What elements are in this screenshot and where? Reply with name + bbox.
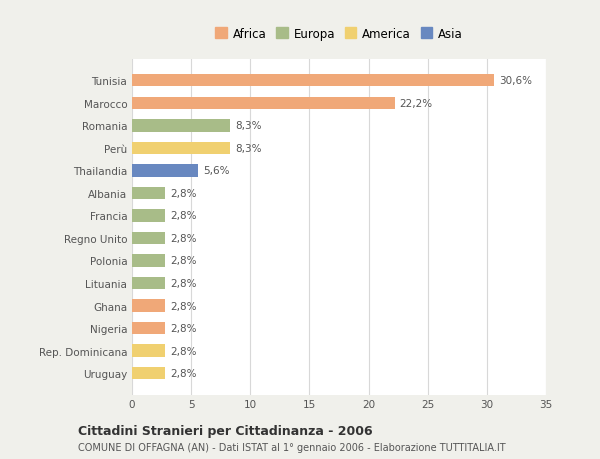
Text: COMUNE DI OFFAGNA (AN) - Dati ISTAT al 1° gennaio 2006 - Elaborazione TUTTITALIA: COMUNE DI OFFAGNA (AN) - Dati ISTAT al 1… xyxy=(78,442,506,452)
Text: 8,3%: 8,3% xyxy=(235,121,262,131)
Text: Cittadini Stranieri per Cittadinanza - 2006: Cittadini Stranieri per Cittadinanza - 2… xyxy=(78,424,373,437)
Text: 2,8%: 2,8% xyxy=(170,346,196,356)
Bar xyxy=(132,322,165,335)
Bar xyxy=(132,232,165,245)
Bar xyxy=(132,187,165,200)
Legend: Africa, Europa, America, Asia: Africa, Europa, America, Asia xyxy=(212,25,466,43)
Bar xyxy=(132,345,165,357)
Bar xyxy=(132,97,395,110)
Text: 2,8%: 2,8% xyxy=(170,324,196,333)
Text: 30,6%: 30,6% xyxy=(499,76,532,86)
Bar xyxy=(132,300,165,312)
Text: 5,6%: 5,6% xyxy=(203,166,229,176)
Bar xyxy=(132,165,198,177)
Text: 2,8%: 2,8% xyxy=(170,211,196,221)
Bar xyxy=(132,120,230,132)
Text: 2,8%: 2,8% xyxy=(170,301,196,311)
Bar xyxy=(132,277,165,290)
Bar xyxy=(132,210,165,222)
Text: 2,8%: 2,8% xyxy=(170,256,196,266)
Text: 8,3%: 8,3% xyxy=(235,144,262,153)
Text: 2,8%: 2,8% xyxy=(170,368,196,378)
Bar xyxy=(132,142,230,155)
Bar xyxy=(132,75,494,87)
Text: 2,8%: 2,8% xyxy=(170,189,196,198)
Text: 2,8%: 2,8% xyxy=(170,234,196,243)
Text: 2,8%: 2,8% xyxy=(170,279,196,288)
Bar xyxy=(132,255,165,267)
Bar xyxy=(132,367,165,380)
Text: 22,2%: 22,2% xyxy=(400,99,433,108)
